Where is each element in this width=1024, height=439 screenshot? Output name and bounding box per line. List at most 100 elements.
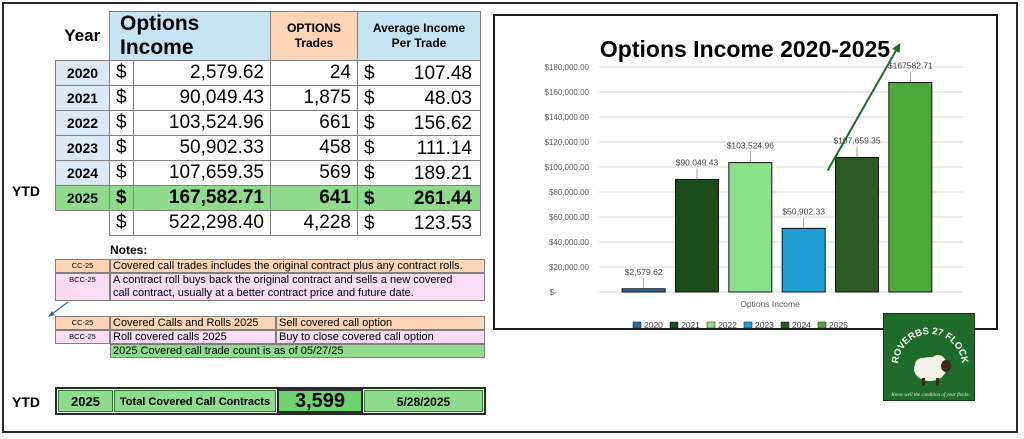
chart-title: Options Income 2020-2025	[600, 36, 890, 62]
table-row-ytd: 2025 $ 167,582.71 641 $261.44	[55, 185, 481, 211]
data-label-2023: $50,902.33	[782, 206, 825, 216]
legend-swatch-2020	[632, 321, 642, 329]
chart-container: Options Income 2020-2025 $- $20,000.00 $40,…	[493, 14, 998, 330]
currency-symbol: $	[109, 185, 134, 211]
currency-symbol: $	[109, 210, 134, 236]
y-tick-label: $140,000.00	[545, 113, 590, 122]
legend-label-2025: 2025	[829, 320, 848, 328]
svg-text:PROVERBS 27 FLOCKS: PROVERBS 27 FLOCKS	[884, 314, 970, 364]
legend-label-2022: 2022	[718, 320, 737, 328]
row-income: 167,582.71	[133, 185, 271, 211]
trend-arrow-head-icon	[892, 43, 901, 54]
row-trades: 24	[270, 60, 358, 86]
table-row: 2024 $ 107,659.35 569 $189.21	[55, 160, 481, 186]
currency-symbol: $	[109, 135, 134, 161]
summary-ytd-label: YTD	[12, 394, 40, 410]
year-header: Year	[55, 11, 110, 61]
row-income: 103,524.96	[133, 110, 271, 136]
options-income-chart: Options Income 2020-2025 $- $20,000.00 $40,…	[545, 36, 963, 330]
row-year: 2023	[55, 135, 110, 161]
y-tick-label: $80,000.00	[549, 188, 590, 197]
y-tick-label: $180,000.00	[545, 63, 590, 72]
trades-header: OPTIONS Trades	[270, 11, 358, 61]
count-note: 2025 Covered call trade count is as of 0…	[110, 344, 485, 358]
row-trades: 641	[270, 185, 358, 211]
table-header-row: Year Options Income OPTIONS Trades Averag…	[55, 11, 481, 61]
note-code-cc: CC-25	[55, 259, 110, 273]
row-avg: $156.62	[357, 110, 481, 136]
data-label-2025: $167582.71	[888, 61, 933, 71]
y-tick-label: $60,000.00	[549, 213, 590, 222]
ytd-label: YTD	[12, 183, 40, 199]
legend-code-bcc: BCC-25	[55, 330, 110, 344]
y-tick-label: $100,000.00	[545, 163, 590, 172]
legend-label-2021: 2021	[681, 320, 700, 328]
row-year: 2022	[55, 110, 110, 136]
currency-symbol: $	[109, 110, 134, 136]
summary-bar: 2025 Total Covered Call Contracts 3,599 …	[55, 387, 486, 415]
currency-symbol: $	[109, 60, 134, 86]
notes-title: Notes:	[110, 243, 148, 257]
legend-cc-right: Sell covered call option	[276, 316, 485, 330]
options-income-table: Year Options Income OPTIONS Trades Averag…	[55, 11, 481, 236]
proverbs-27-flocks-logo: PROVERBS 27 FLOCKS Know well the conditi…	[881, 306, 975, 401]
total-avg: $123.53	[357, 210, 481, 236]
total-income: 522,298.40	[133, 210, 271, 236]
y-tick-label: $-	[549, 288, 556, 297]
currency-symbol: $	[109, 85, 134, 111]
legend-label-2020: 2020	[644, 320, 663, 328]
row-year: 2020	[55, 60, 110, 86]
total-trades: 4,228	[270, 210, 358, 236]
data-label-2024: $107,659.35	[833, 135, 881, 145]
table-row: 2021 $ 90,049.43 1,875 $48.03	[55, 85, 481, 111]
table-row: 2020 $ 2,579.62 24 $107.48	[55, 60, 481, 86]
x-axis-label: Options Income	[740, 299, 800, 309]
note-code-bcc: BCC-25	[55, 273, 110, 301]
legend-swatch-2022	[706, 321, 716, 329]
summary-date: 5/28/2025	[364, 390, 483, 412]
row-avg: $189.21	[357, 160, 481, 186]
row-trades: 1,875	[270, 85, 358, 111]
total-year-blank	[55, 210, 110, 236]
legend-bcc-left: Roll covered calls 2025	[110, 330, 276, 344]
row-income: 2,579.62	[133, 60, 271, 86]
legend-code-cc: CC-25	[55, 316, 110, 330]
page-frame	[2, 2, 1018, 433]
row-income: 50,902.33	[133, 135, 271, 161]
note-contract-roll: A contract roll buys back the original c…	[110, 273, 485, 301]
table-row: 2023 $ 50,902.33 458 $111.14	[55, 135, 481, 161]
bar-2020	[621, 288, 666, 293]
bar-2023	[781, 227, 826, 293]
legend-swatch-2021	[669, 321, 679, 329]
currency-symbol: $	[109, 160, 134, 186]
legend-swatch-2024	[780, 321, 790, 329]
bar-2024	[835, 156, 879, 293]
summary-label: Total Covered Call Contracts	[114, 390, 276, 412]
row-avg: $48.03	[357, 85, 481, 111]
y-tick-label: $40,000.00	[549, 238, 590, 247]
note-arrow-icon	[48, 301, 69, 317]
row-year: 2024	[55, 160, 110, 186]
bar-2021	[675, 178, 719, 293]
row-trades: 661	[270, 110, 358, 136]
table-row: 2022 $ 103,524.96 661 $156.62	[55, 110, 481, 136]
row-avg: $107.48	[357, 60, 481, 86]
row-trades: 458	[270, 135, 358, 161]
bar-2022	[728, 162, 773, 293]
row-year: 2021	[55, 85, 110, 111]
y-tick-label: $120,000.00	[545, 138, 590, 147]
trend-arrow-icon	[826, 46, 900, 171]
summary-year: 2025	[58, 390, 113, 412]
y-tick-label: $20,000.00	[549, 263, 590, 272]
data-label-2022: $103,524.96	[727, 141, 775, 151]
income-header: Options Income	[109, 11, 271, 61]
svg-text:Know well the condition of you: Know well the condition of your flocks	[890, 393, 968, 398]
row-year: 2025	[55, 185, 110, 211]
row-trades: 569	[270, 160, 358, 186]
row-income: 90,049.43	[133, 85, 271, 111]
note-covered-call: Covered call trades includes the origina…	[110, 259, 485, 273]
row-income: 107,659.35	[133, 160, 271, 186]
data-label-2020: $2,579.62	[625, 267, 663, 277]
row-avg: $261.44	[357, 185, 481, 211]
legend-label-2023: 2023	[755, 320, 774, 328]
